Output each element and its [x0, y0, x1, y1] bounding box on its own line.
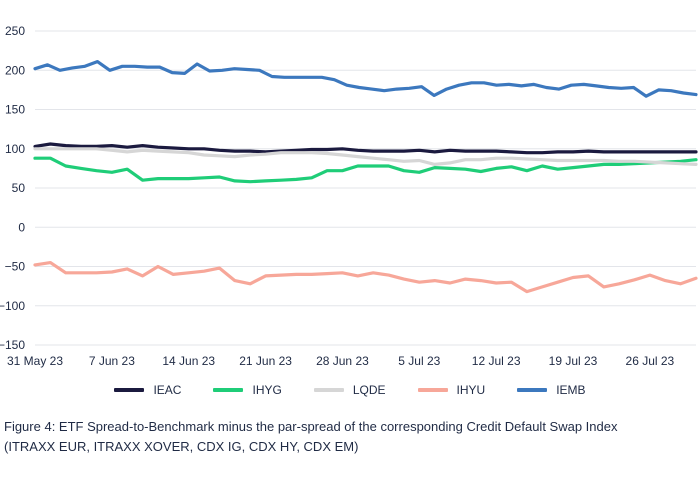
legend-item-ihyg: IHYG [213, 383, 282, 397]
legend-label-iemb: IEMB [556, 383, 586, 397]
gridlines [35, 30, 696, 346]
legend-label-ihyu: IHYU [456, 383, 486, 397]
x-tick-label: 31 May 23 [7, 354, 63, 368]
y-tick-label: 150 [5, 103, 25, 117]
legend-swatch-lqde [313, 388, 344, 392]
x-tick-label: 7 Jun 23 [89, 354, 135, 368]
legend-label-ihyg: IHYG [252, 383, 282, 397]
legend-swatch-ihyu [417, 388, 448, 392]
y-tick-label: −150 [0, 338, 25, 352]
x-tick-label: 12 Jul 23 [472, 354, 521, 368]
legend-swatch-ieac [114, 388, 145, 392]
y-tick-label: 250 [5, 24, 25, 38]
legend-swatch-iemb [517, 388, 548, 392]
x-tick-label: 5 Jul 23 [398, 354, 440, 368]
legend-item-iemb: IEMB [517, 383, 586, 397]
series-line-ihyg [33, 156, 698, 184]
legend-swatch-ihyg [213, 388, 244, 392]
legend-label-lqde: LQDE [352, 383, 386, 397]
x-tick-label: 26 Jul 23 [626, 354, 675, 368]
legend-item-ieac: IEAC [114, 383, 181, 397]
series-lines [33, 59, 698, 294]
y-tick-label: −50 [5, 260, 26, 274]
legend-item-ihyu: IHYU [417, 383, 486, 397]
legend: IEAC IHYG LQDE IHYU IEMB [0, 383, 700, 397]
x-tick-label: 21 Jun 23 [239, 354, 292, 368]
line-chart: 250 200 150 100 50 0 −50 −100 −150 31 May 23 7 Ju… [0, 24, 698, 368]
series-line-iemb [33, 59, 698, 98]
series-line-ieac [33, 142, 698, 155]
x-tick-label: 14 Jun 23 [162, 354, 215, 368]
x-tick-label: 19 Jul 23 [549, 354, 598, 368]
y-tick-label: 0 [18, 220, 25, 234]
y-tick-label: 200 [5, 63, 25, 77]
caption-line-1: Figure 4: ETF Spread-to-Benchmark minus … [4, 419, 618, 434]
y-tick-label: 100 [5, 142, 25, 156]
y-tick-label: −100 [0, 299, 25, 313]
x-tick-label: 28 Jun 23 [316, 354, 369, 368]
figure-caption: Figure 4: ETF Spread-to-Benchmark minus … [4, 417, 694, 457]
x-axis-ticks: 31 May 23 7 Jun 23 14 Jun 23 21 Jun 23 28 Ju… [7, 354, 675, 368]
legend-item-lqde: LQDE [313, 383, 386, 397]
legend-label-ieac: IEAC [153, 383, 182, 397]
y-tick-label: 50 [12, 181, 26, 195]
y-axis-ticks: 250 200 150 100 50 0 −50 −100 −150 [0, 24, 25, 352]
series-line-lqde [33, 147, 698, 166]
caption-line-2: (ITRAXX EUR, ITRAXX XOVER, CDX IG, CDX H… [4, 439, 359, 454]
series-line-ihyu [33, 261, 698, 294]
